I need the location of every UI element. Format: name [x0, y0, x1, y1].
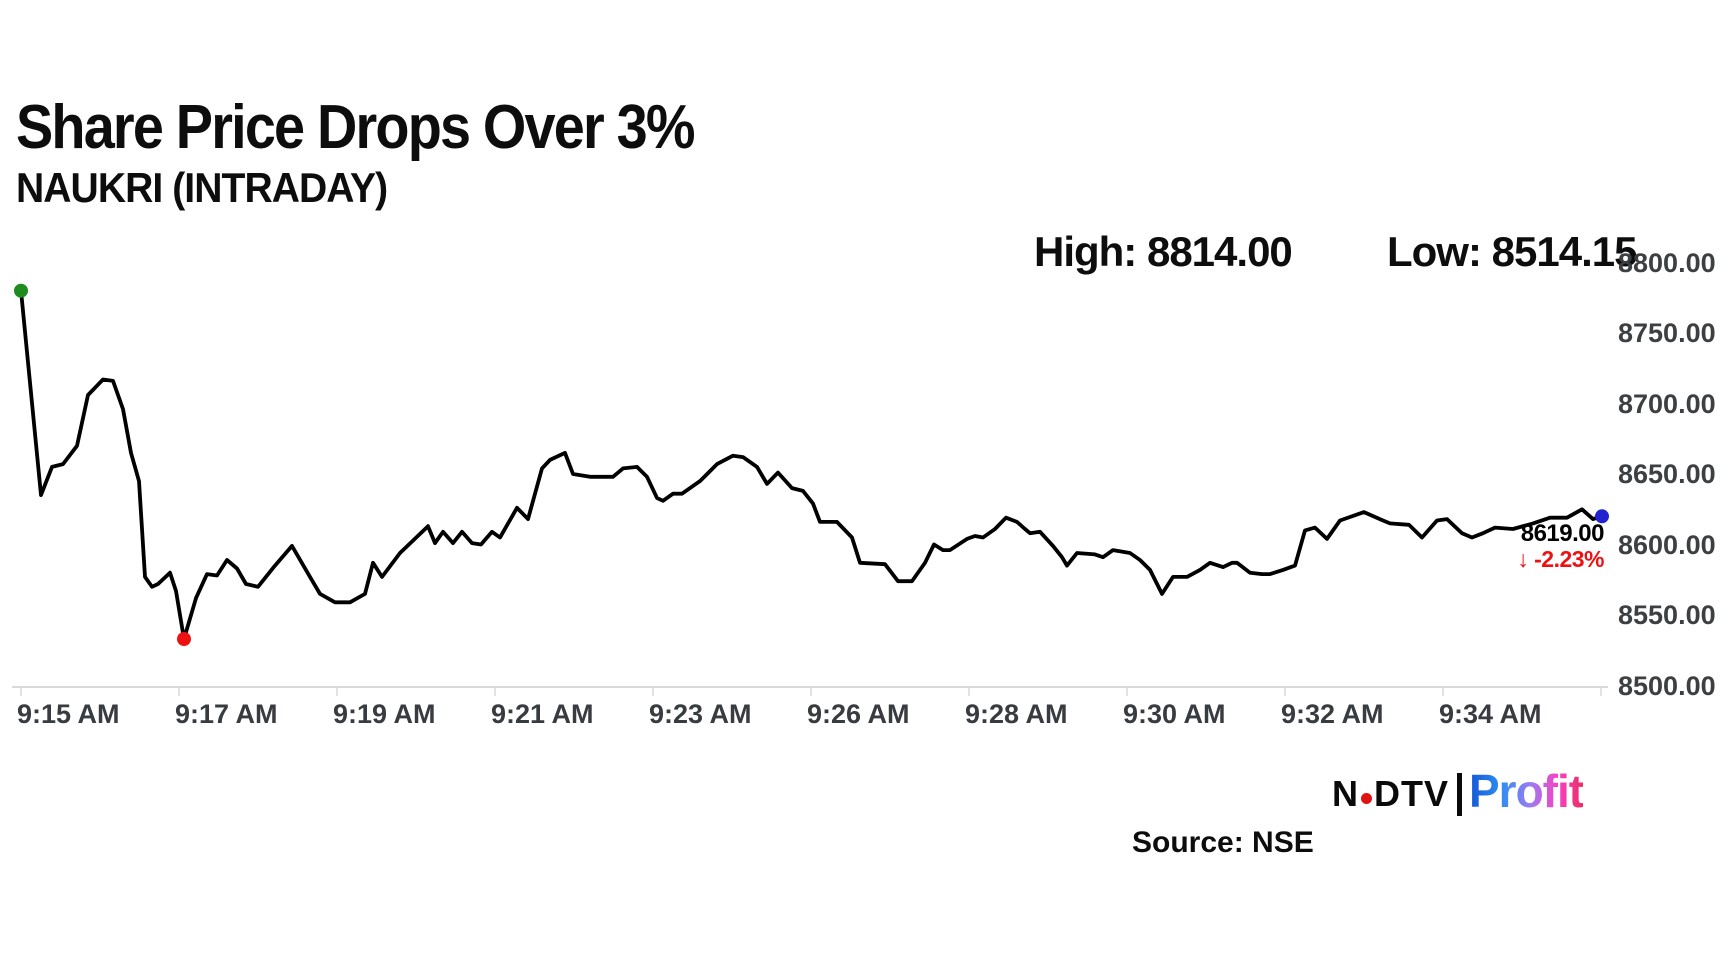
x-axis-label: 9:23 AM — [649, 699, 752, 729]
change-percent: -2.23% — [1534, 546, 1604, 572]
y-axis-label: 8750.00 — [1618, 318, 1716, 348]
low-value-label: Low: 8514.15 — [1387, 228, 1637, 275]
x-axis-label: 9:17 AM — [175, 699, 278, 729]
y-axis-label: 8550.00 — [1618, 600, 1716, 630]
x-axis-label: 9:26 AM — [807, 699, 910, 729]
x-axis-label: 9:28 AM — [965, 699, 1068, 729]
stock-name-label: NAUKRI (INTRADAY) — [16, 164, 388, 211]
logo-letter-n: N — [1332, 773, 1359, 814]
x-axis-label: 9:32 AM — [1281, 699, 1384, 729]
high-value-label: High: 8814.00 — [1034, 228, 1293, 275]
logo-letters-dtv: DTV — [1374, 773, 1449, 814]
y-axis-label: 8650.00 — [1618, 459, 1716, 489]
y-axis-label: 8700.00 — [1618, 388, 1716, 419]
x-axis-label: 9:15 AM — [17, 699, 120, 729]
y-axis-label: 8500.00 — [1618, 670, 1716, 701]
ndtv-logo-text: N DTV — [1332, 773, 1449, 815]
x-axis-label: 9:21 AM — [491, 699, 594, 729]
start-marker-dot — [14, 283, 28, 298]
x-axis-label: 9:19 AM — [333, 699, 436, 729]
last-price-label: 8619.00 — [1520, 520, 1605, 547]
change-label: ↓ -2.23% — [1440, 547, 1604, 572]
page-title: Share Price Drops Over 3% — [16, 93, 695, 162]
x-axis-label: 9:30 AM — [1123, 699, 1226, 729]
source-label: Source: NSE — [1132, 826, 1314, 859]
y-axis-label: 8600.00 — [1618, 529, 1716, 560]
last-price-callout: 8619.00 ↓ -2.23% — [1440, 521, 1604, 572]
low-marker-dot — [177, 632, 191, 646]
logo-divider — [1457, 772, 1462, 816]
price-line — [19, 288, 1604, 641]
x-axis-ticks — [20, 687, 1602, 696]
down-arrow-icon: ↓ — [1517, 546, 1529, 572]
ndtv-profit-logo: N DTV Profit — [1332, 765, 1584, 818]
x-axis-label: 9:34 AM — [1439, 699, 1542, 729]
profit-logo-text: Profit — [1469, 765, 1584, 817]
y-axis-label: 8800.00 — [1618, 247, 1716, 278]
logo-red-dot-icon — [1361, 792, 1372, 804]
last-marker-dot — [1595, 509, 1609, 524]
